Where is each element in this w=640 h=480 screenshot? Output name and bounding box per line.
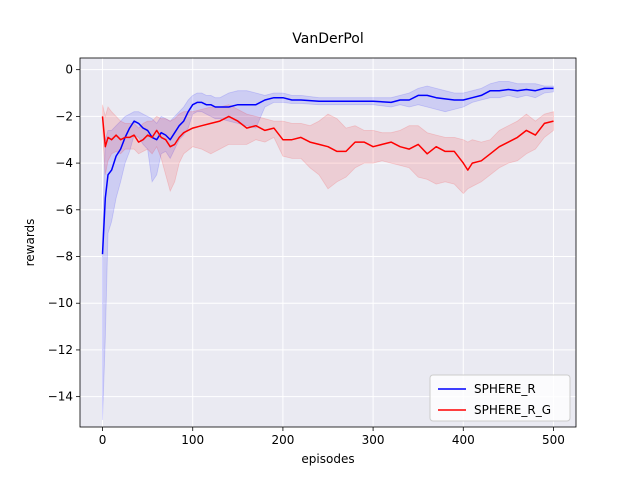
x-tick-label: 300: [362, 433, 385, 447]
y-tick-label: −2: [55, 109, 73, 123]
x-tick-label: 500: [542, 433, 565, 447]
y-tick-label: 0: [65, 63, 73, 77]
axis-ticks: 0 100 200 300 400 500 0 −2 −4 −6 −8 −10 −12 −14: [48, 63, 565, 447]
chart-title: VanDerPol: [292, 31, 364, 47]
line-sphere_r: [101, 87, 554, 255]
x-tick-label: 200: [271, 433, 294, 447]
legend-label: SPHERE_R: [474, 382, 536, 396]
y-tick-label: −10: [48, 296, 73, 310]
band-sphere_r: [102, 81, 554, 421]
y-tick-label: −4: [55, 156, 73, 170]
line-sphere_r_g: [101, 115, 554, 171]
x-tick-label: 100: [181, 433, 204, 447]
y-tick-label: −14: [48, 390, 73, 404]
y-axis-label: rewards: [23, 219, 37, 267]
x-axis-label: episodes: [301, 452, 354, 466]
y-tick-label: −12: [48, 343, 73, 357]
legend: SPHERE_R SPHERE_R_G: [429, 374, 571, 422]
y-tick-label: −6: [55, 203, 73, 217]
y-tick-label: −8: [55, 250, 73, 264]
plot-frame: [79, 57, 577, 428]
grid: [80, 58, 576, 427]
band-sphere_r_g: [102, 104, 554, 195]
plot-area: [80, 58, 576, 427]
x-tick-label: 0: [99, 433, 107, 447]
x-tick-label: 400: [452, 433, 475, 447]
series-lines: [101, 87, 554, 255]
legend-label: SPHERE_R_G: [474, 403, 551, 417]
confidence-bands: [102, 81, 554, 421]
